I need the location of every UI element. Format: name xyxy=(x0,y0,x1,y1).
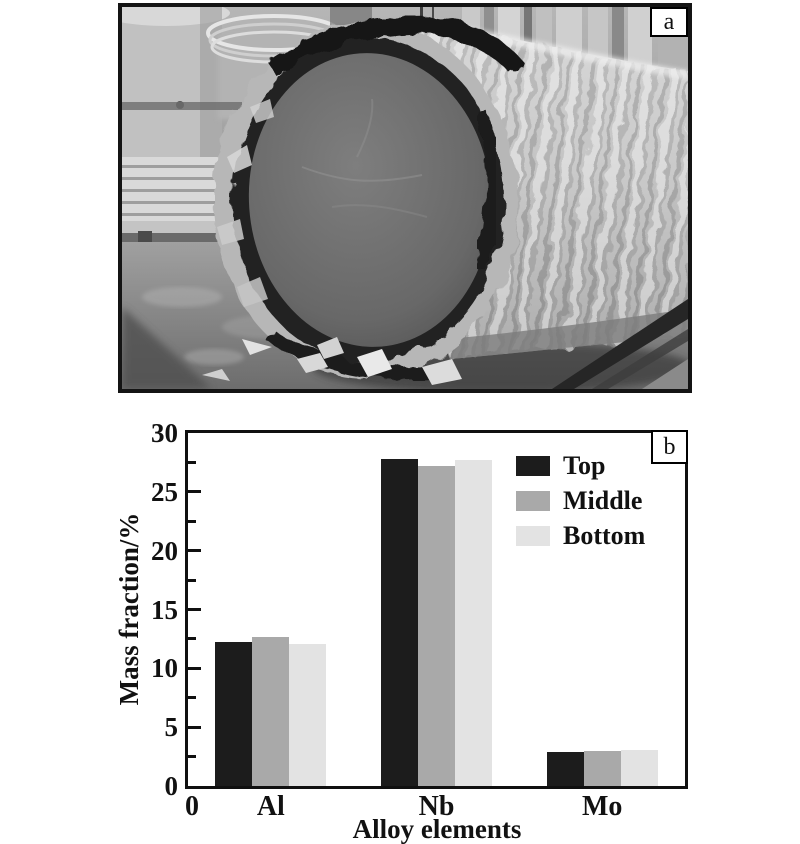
ingot-photo-illustration xyxy=(122,7,688,389)
legend-label: Bottom xyxy=(563,521,646,550)
x-tick-label: Al xyxy=(256,791,285,822)
panel-b-label: b xyxy=(651,430,688,464)
bar-al-top xyxy=(215,642,253,786)
x-axis-title: Alloy elements xyxy=(352,814,522,844)
y-major-tick xyxy=(188,608,201,611)
legend-swatch-icon xyxy=(516,456,550,476)
y-minor-tick xyxy=(188,519,196,523)
y-tick-label: 25 xyxy=(151,476,178,507)
legend-label: Top xyxy=(563,451,606,480)
bar-mo-bottom xyxy=(620,749,658,786)
plot-area: Top Middle Bottom b xyxy=(185,430,688,789)
x-tick-label: Mo xyxy=(581,791,623,822)
y-tick-label: 10 xyxy=(151,653,178,684)
y-major-tick xyxy=(188,725,201,729)
legend-swatch-icon xyxy=(516,491,550,511)
legend-swatch-icon xyxy=(516,526,550,546)
y-major-tick xyxy=(188,666,201,670)
y-minor-tick xyxy=(188,578,196,582)
bar-mo-top xyxy=(546,751,584,786)
y-tick-label: 30 xyxy=(151,418,178,448)
chart-legend: Top Middle Bottom xyxy=(516,453,645,558)
bar-nb-middle xyxy=(418,465,455,786)
y-minor-tick xyxy=(188,696,196,700)
panel-a-photo: a xyxy=(118,3,692,393)
y-tick-label: 20 xyxy=(151,535,178,566)
legend-row: Bottom xyxy=(516,523,645,549)
bar-al-middle xyxy=(252,636,290,786)
y-minor-tick xyxy=(188,460,196,464)
panel-b-chart: Mass fraction/% Top Middle Bottom b 0 5 10 15… xyxy=(0,418,800,844)
x-origin-label: 0 xyxy=(185,791,199,822)
legend-row: Middle xyxy=(516,488,645,514)
y-major-tick xyxy=(188,549,201,553)
y-tick-label: 15 xyxy=(151,594,178,625)
bar-mo-middle xyxy=(583,750,621,786)
y-tick-label: 5 xyxy=(164,712,179,743)
bar-nb-top xyxy=(381,458,418,786)
y-minor-tick xyxy=(188,755,196,759)
y-major-tick xyxy=(188,490,201,494)
bar-al-bottom xyxy=(289,643,327,786)
legend-row: Top xyxy=(516,453,645,479)
x-tick-label: Nb xyxy=(418,791,455,822)
legend-label: Middle xyxy=(563,486,643,515)
y-tick-label: 0 xyxy=(164,771,179,801)
panel-a-label: a xyxy=(650,7,688,37)
bar-nb-bottom xyxy=(455,460,492,786)
y-minor-tick xyxy=(188,637,196,641)
